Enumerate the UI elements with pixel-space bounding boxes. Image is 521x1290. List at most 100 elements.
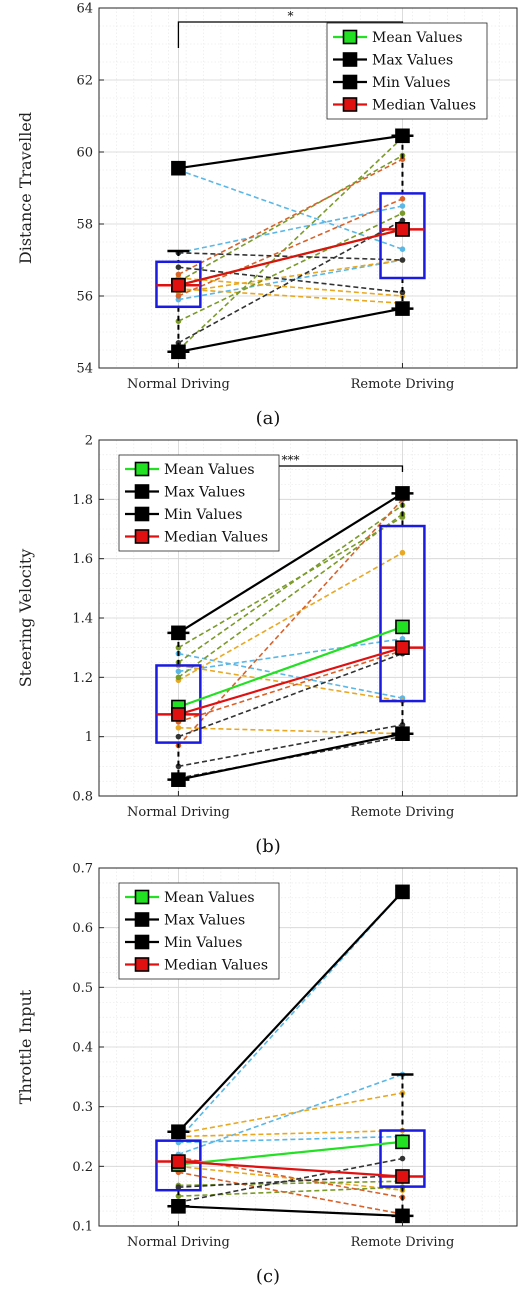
legend-entry: Min Values (372, 75, 450, 91)
participant-line (178, 637, 403, 673)
summary-series (171, 884, 410, 1224)
series-line-1 (177, 891, 404, 1133)
legend-entry: Max Values (164, 485, 245, 501)
participant-line (177, 137, 404, 351)
chart-panel-3: 0.1 0.2 0.3 0.4 0.5 0.6 0.7 Normal Driving Remot… (16, 862, 518, 1287)
legend: Mean Values Max Values Min Values Median Va… (118, 882, 280, 980)
participant-line (178, 158, 403, 276)
series-marker (395, 222, 410, 237)
y-tick-label: 60 (76, 146, 93, 161)
x-tick-label: Normal Driving (127, 1235, 230, 1250)
participant-point (175, 1184, 182, 1191)
y-axis-label: Steering Velocity (16, 549, 35, 688)
y-tick-label: 1 (85, 730, 93, 745)
participant-point (175, 724, 182, 731)
legend-entry: Median Values (164, 958, 268, 974)
participant-line (178, 664, 403, 702)
box-iqr (379, 1129, 426, 1188)
y-tick-label: 0.8 (72, 790, 93, 805)
legend-swatch-marker (342, 97, 358, 112)
series-marker (171, 344, 186, 360)
participant-point (399, 1155, 406, 1162)
y-tick-label: 0.1 (72, 1220, 93, 1235)
series-marker (171, 772, 186, 787)
y-tick-label: 58 (76, 218, 93, 233)
series-line-3 (178, 646, 403, 716)
participant-point (399, 257, 406, 263)
participant-point (175, 644, 182, 651)
legend-entry: Min Values (164, 507, 242, 523)
series-line-1 (177, 492, 404, 634)
y-tick-label: 62 (76, 74, 93, 89)
legend-entry: Median Values (372, 98, 476, 114)
axes-frame (98, 7, 518, 369)
x-axis: Normal Driving Remote Driving (127, 791, 454, 820)
participant-line (178, 259, 403, 294)
x-tick-label: Remote Driving (351, 377, 455, 392)
legend-swatch-marker (134, 484, 150, 499)
box-iqr (155, 1139, 202, 1192)
participant-point (175, 1193, 182, 1199)
participant-point (399, 210, 406, 216)
series-marker (395, 640, 410, 655)
legend-entry: Min Values (164, 935, 242, 951)
participant-point (399, 514, 406, 520)
y-tick-label: 0.7 (72, 862, 93, 877)
series-marker (171, 1124, 186, 1140)
series-line-0 (178, 1140, 403, 1166)
x-tick-label: Remote Driving (351, 805, 455, 820)
participant-line (178, 1180, 403, 1187)
participant-line (178, 649, 403, 723)
series-line-2 (178, 732, 403, 781)
series-marker (171, 707, 186, 722)
y-tick-label: 0.3 (72, 1100, 93, 1115)
legend-swatch-marker (134, 934, 150, 950)
participant-line (178, 516, 403, 649)
participant-point (399, 246, 406, 252)
participant-line (177, 513, 403, 678)
y-tick-label: 1.2 (72, 671, 93, 686)
participant-line (178, 1165, 403, 1191)
x-tick-label: Normal Driving (127, 805, 230, 820)
series-marker (395, 726, 410, 742)
participant-line (178, 1092, 403, 1135)
legend: Mean Values Max Values Min Values Median Va… (118, 454, 280, 552)
x-axis: Normal Driving Remote Driving (127, 363, 454, 392)
participant-line (178, 1186, 403, 1197)
participant-line (178, 288, 403, 304)
participant-point (175, 763, 182, 770)
chart-panel-2: *** 0.8 1 1.2 1.4 1.6 1.8 2 Normal Driving Remote… (16, 434, 518, 857)
participant-point (175, 668, 182, 675)
series-marker (171, 160, 186, 176)
participant-point (399, 196, 406, 202)
series-marker (395, 619, 410, 635)
legend-swatch-marker (342, 74, 358, 90)
participant-point (399, 635, 406, 642)
participant-line (177, 504, 403, 664)
series-marker (395, 884, 410, 900)
y-tick-label: 64 (76, 2, 93, 17)
participant-point (399, 722, 406, 728)
legend-swatch-marker (134, 889, 150, 905)
series-marker (171, 1199, 186, 1214)
y-tick-label: 1.6 (72, 552, 93, 567)
participant-line (178, 154, 403, 283)
participant-line (178, 205, 403, 254)
y-axis: 54 56 58 60 62 64 (76, 2, 104, 377)
series-marker (395, 128, 410, 144)
y-axis: 0.8 1 1.2 1.4 1.6 1.8 2 (72, 434, 104, 805)
chart-panel-1: * 54 56 58 60 62 64 Normal Driving Remote Drivin… (16, 2, 518, 429)
y-axis: 0.1 0.2 0.3 0.4 0.5 0.6 0.7 (72, 862, 104, 1235)
legend-swatch-marker (342, 29, 358, 45)
box-iqr (155, 664, 202, 744)
significance-label: * (287, 9, 293, 23)
x-tick-label: Normal Driving (127, 377, 230, 392)
participant-line (178, 1157, 403, 1203)
y-axis-label: Throttle Input (16, 989, 35, 1104)
series-line-1 (178, 134, 403, 170)
participant-point (175, 264, 182, 271)
figure-caption: (b) (255, 836, 281, 857)
participant-line (178, 726, 403, 735)
legend-entry: Median Values (164, 530, 268, 546)
